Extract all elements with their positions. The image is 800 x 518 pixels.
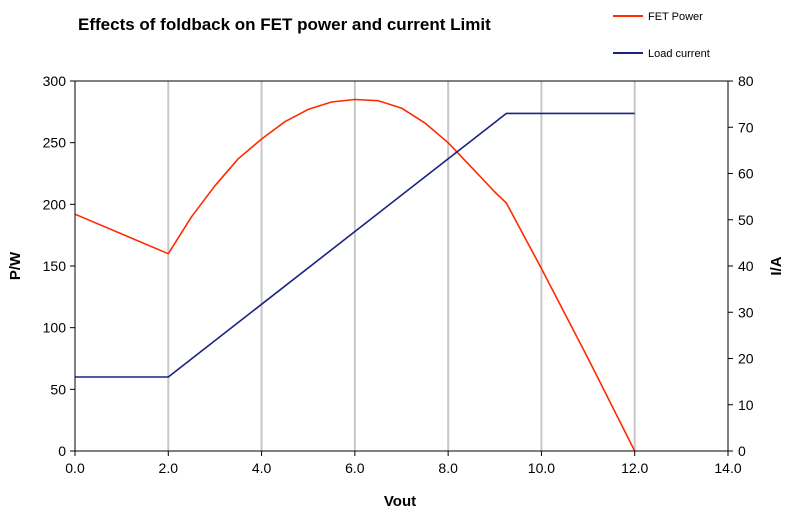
y2-tick-label: 10 [738,397,754,413]
x-tick-label: 12.0 [621,460,648,476]
y2-tick-label: 50 [738,212,754,228]
legend-label-fet-power: FET Power [648,11,703,23]
y-axis-title: P/W [7,251,24,280]
y2-tick-label: 0 [738,443,746,459]
y-tick-label: 200 [43,196,67,212]
series-line-fet-power [74,98,636,452]
grid-lines [167,81,636,451]
x-tick-label: 0.0 [65,460,85,476]
x-tick-label: 2.0 [159,460,179,476]
y-tick-label: 0 [58,443,66,459]
x-tick-label: 14.0 [714,460,741,476]
x-axis-ticks: 0.0 2.0 4.0 6.0 8.0 10.0 12.0 14.0 [65,451,742,476]
y2-axis-ticks: 0 10 20 30 40 50 60 70 80 [728,73,754,459]
x-tick-label: 6.0 [345,460,365,476]
y-tick-label: 150 [43,258,67,274]
chart-title: Effects of foldback on FET power and cur… [78,15,491,34]
y-tick-label: 50 [50,381,66,397]
y2-tick-label: 40 [738,258,754,274]
y2-tick-label: 30 [738,304,754,320]
y2-axis-title: I/A [768,256,785,275]
x-tick-label: 10.0 [528,460,555,476]
y-tick-label: 100 [43,320,67,336]
y2-tick-label: 80 [738,73,754,89]
series-line-load-current [75,112,635,378]
legend: FET Power Load current [613,11,710,60]
x-axis-title: Vout [384,493,416,510]
y2-tick-label: 20 [738,351,754,367]
y-tick-label: 300 [43,73,67,89]
x-tick-label: 8.0 [438,460,458,476]
x-tick-label: 4.0 [252,460,272,476]
y-tick-label: 250 [43,135,67,151]
plot-frame [74,80,729,452]
legend-label-load-current: Load current [648,48,710,60]
y2-tick-label: 60 [738,166,754,182]
y2-tick-label: 70 [738,119,754,135]
y-axis-ticks: 0 50 100 150 200 250 300 [43,73,75,459]
plot-series [74,98,636,452]
